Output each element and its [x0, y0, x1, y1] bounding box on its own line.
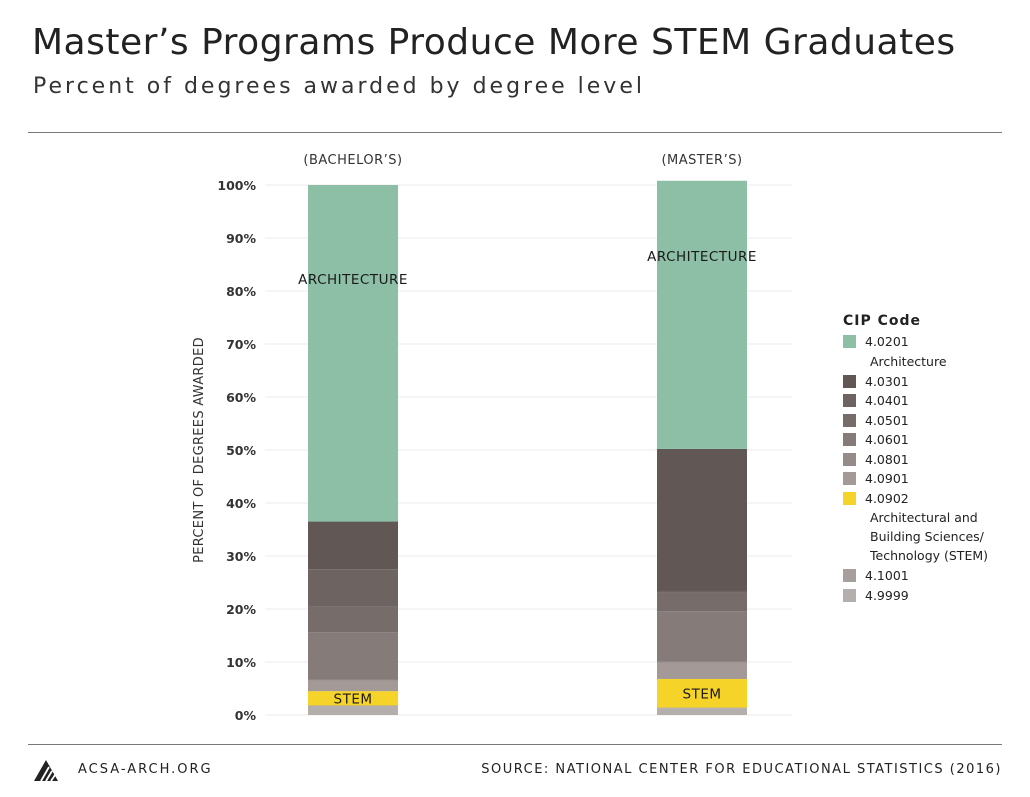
bar-segment-4-0501 — [308, 606, 398, 633]
y-tick-label: 100% — [217, 178, 256, 193]
legend: CIP Code 4.0201 Architecture 4.0301 4.0401 4… — [843, 313, 988, 605]
legend-code: 4.0301 — [865, 373, 909, 389]
bar-segment-4-0601 — [308, 632, 398, 680]
bar-segment-4-0401 — [657, 590, 747, 593]
y-tick-label: 40% — [226, 496, 256, 511]
y-tick-label: 60% — [226, 390, 256, 405]
footer-source: SOURCE: NATIONAL CENTER FOR EDUCATIONAL … — [481, 762, 1002, 777]
legend-code: 4.1001 — [865, 568, 909, 584]
legend-code: 4.9999 — [865, 587, 909, 603]
bar-segment-4-0801 — [657, 661, 747, 663]
bar-segment-4-0501 — [657, 592, 747, 612]
legend-swatch — [843, 452, 856, 466]
legend-swatch — [843, 569, 856, 583]
header-divider — [28, 132, 1002, 133]
legend-item: 4.0801 — [843, 450, 988, 470]
bar-segment-4-0901 — [657, 662, 747, 679]
bar-segment-4-1001 — [657, 707, 747, 709]
y-axis: 0% 10% 20% 30% 40% 50% 60% 70% 80% 90% 100% PERCENT… — [192, 153, 742, 723]
bar-segment-4-0901 — [308, 680, 398, 692]
bar-segment-4-9999 — [657, 708, 747, 715]
legend-item: 4.1001 — [843, 566, 988, 586]
legend-swatch — [843, 335, 856, 349]
bar-segment-4-0902 — [308, 691, 398, 706]
legend-title: CIP Code — [843, 313, 922, 329]
legend-item: 4.0201 — [843, 332, 988, 352]
legend-swatch — [843, 413, 856, 427]
architecture-annotation: ARCHITECTURE — [298, 272, 408, 288]
legend-item: 4.0901 — [843, 469, 988, 489]
category-label: (MASTER’S) — [661, 153, 742, 168]
bar-segment-4-0801 — [308, 679, 398, 681]
legend-item: 4.0601 — [843, 430, 988, 450]
legend-swatch — [843, 394, 856, 408]
acsa-triangle-logo-icon — [34, 760, 58, 782]
y-tick-label: 20% — [226, 602, 256, 617]
legend-swatch — [843, 433, 856, 447]
y-tick-label: 30% — [226, 549, 256, 564]
bar-segment-4-0201 — [657, 180, 747, 449]
legend-item: 4.0902 — [843, 489, 988, 509]
legend-item: 4.9999 — [843, 586, 988, 606]
bar-segment-4-0301 — [657, 448, 747, 591]
chart-title: Master’s Programs Produce More STEM Grad… — [32, 22, 956, 63]
legend-swatch — [843, 374, 856, 388]
y-tick-label: 50% — [226, 443, 256, 458]
category-label: (BACHELOR’S) — [303, 153, 402, 168]
legend-swatch — [843, 472, 856, 486]
y-tick-label: 70% — [226, 337, 256, 352]
footer-divider — [28, 744, 1002, 745]
legend-description: Architectural and Building Sciences/ Tec… — [870, 510, 988, 563]
legend-code: 4.0601 — [865, 432, 909, 448]
chart-subtitle: Percent of degrees awarded by degree lev… — [33, 74, 645, 99]
bar-segment-4-9999 — [308, 705, 398, 715]
y-tick-label: 10% — [226, 655, 256, 670]
legend-item: 4.0501 — [843, 411, 988, 431]
legend-code: 4.0201 — [865, 334, 909, 350]
legend-item: 4.0301 — [843, 372, 988, 392]
stem-annotation: STEM — [683, 686, 722, 702]
bar-segment-4-0401 — [308, 569, 398, 607]
y-tick-label: 90% — [226, 231, 256, 246]
y-axis-label: PERCENT OF DEGREES AWARDED — [192, 337, 207, 563]
bars — [308, 180, 747, 715]
legend-swatch — [843, 491, 856, 505]
legend-item: 4.0401 — [843, 391, 988, 411]
bar-segment-4-0601 — [657, 611, 747, 662]
legend-code: 4.0902 — [865, 490, 909, 506]
bar-segment-4-0201 — [308, 185, 398, 522]
footer-site-link[interactable]: ACSA-ARCH.ORG — [78, 762, 213, 777]
legend-description: Architecture — [870, 353, 947, 369]
bar-segment-4-1001 — [308, 705, 398, 706]
y-tick-label: 80% — [226, 284, 256, 299]
architecture-annotation: ARCHITECTURE — [647, 249, 757, 265]
legend-swatch — [843, 588, 856, 602]
bar-segment-4-0902 — [657, 678, 747, 708]
stem-annotation: STEM — [334, 691, 373, 707]
legend-code: 4.0901 — [865, 471, 909, 487]
legend-code: 4.0801 — [865, 451, 909, 467]
legend-code: 4.0401 — [865, 393, 909, 409]
y-tick-label: 0% — [235, 708, 257, 723]
annotations: ARCHITECTURE ARCHITECTURE STEM STEM — [298, 249, 757, 707]
stacked-bar-chart: 0% 10% 20% 30% 40% 50% 60% 70% 80% 90% 100% PERCENT… — [192, 153, 792, 723]
legend-code: 4.0501 — [865, 412, 909, 428]
bar-segment-4-0301 — [308, 521, 398, 570]
legend-items: 4.0201 Architecture 4.0301 4.0401 4.0501 4.06… — [843, 332, 988, 605]
